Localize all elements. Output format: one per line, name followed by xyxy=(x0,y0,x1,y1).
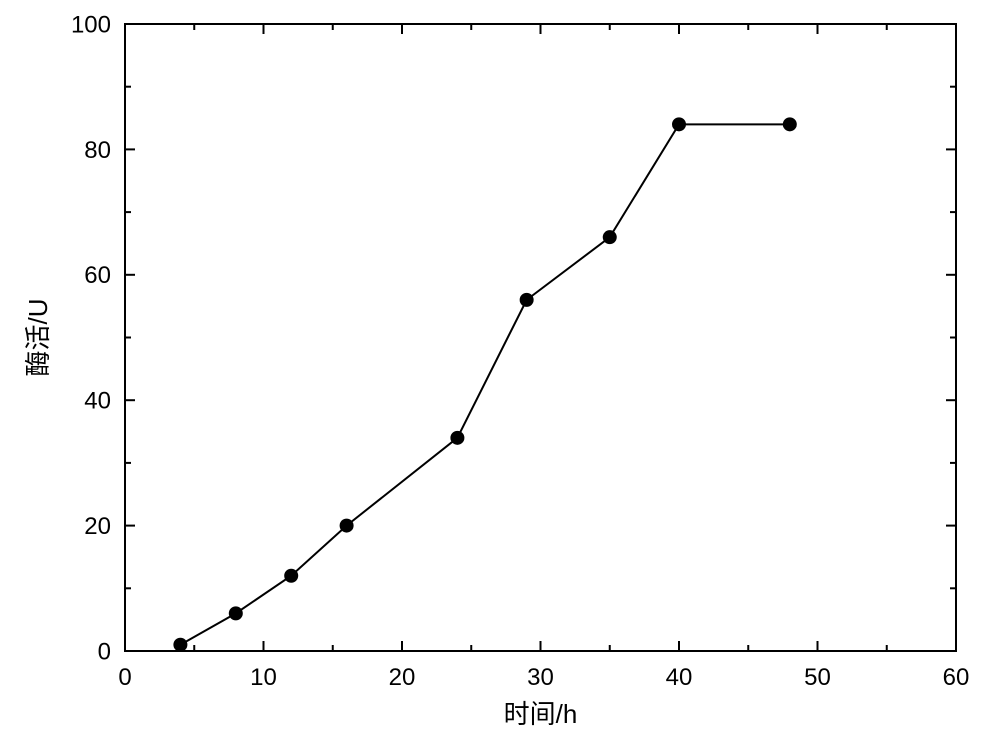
y-tick-label: 100 xyxy=(71,11,111,38)
x-tick-label: 20 xyxy=(389,664,416,691)
y-axis-title: 酶活/U xyxy=(23,298,53,376)
y-tick-label: 40 xyxy=(84,388,111,415)
x-tick-label: 50 xyxy=(804,664,831,691)
x-tick-label: 0 xyxy=(118,664,131,691)
x-tick-label: 60 xyxy=(943,664,970,691)
data-point xyxy=(783,117,797,131)
data-point xyxy=(603,230,617,244)
x-tick-label: 40 xyxy=(666,664,693,691)
plot-frame xyxy=(125,24,956,651)
data-point xyxy=(229,606,243,620)
y-tick-label: 20 xyxy=(84,513,111,540)
y-tick-label: 60 xyxy=(84,262,111,289)
chart-container: 0 10 20 30 40 50 60 0 20 40 60 80 100 时间/h 酶活/U xyxy=(0,0,1000,753)
data-point xyxy=(672,117,686,131)
y-tick-label: 80 xyxy=(84,137,111,164)
x-tick-label: 10 xyxy=(250,664,277,691)
data-point xyxy=(340,519,354,533)
data-point xyxy=(520,293,534,307)
line-chart: 0 10 20 30 40 50 60 0 20 40 60 80 100 时间/h 酶活/U xyxy=(0,0,1000,753)
data-line xyxy=(180,124,789,644)
data-point xyxy=(173,638,187,652)
x-axis-title: 时间/h xyxy=(504,699,578,729)
x-tick-label: 30 xyxy=(527,664,554,691)
y-tick-label: 0 xyxy=(98,638,111,665)
data-point xyxy=(450,431,464,445)
data-point xyxy=(284,569,298,583)
